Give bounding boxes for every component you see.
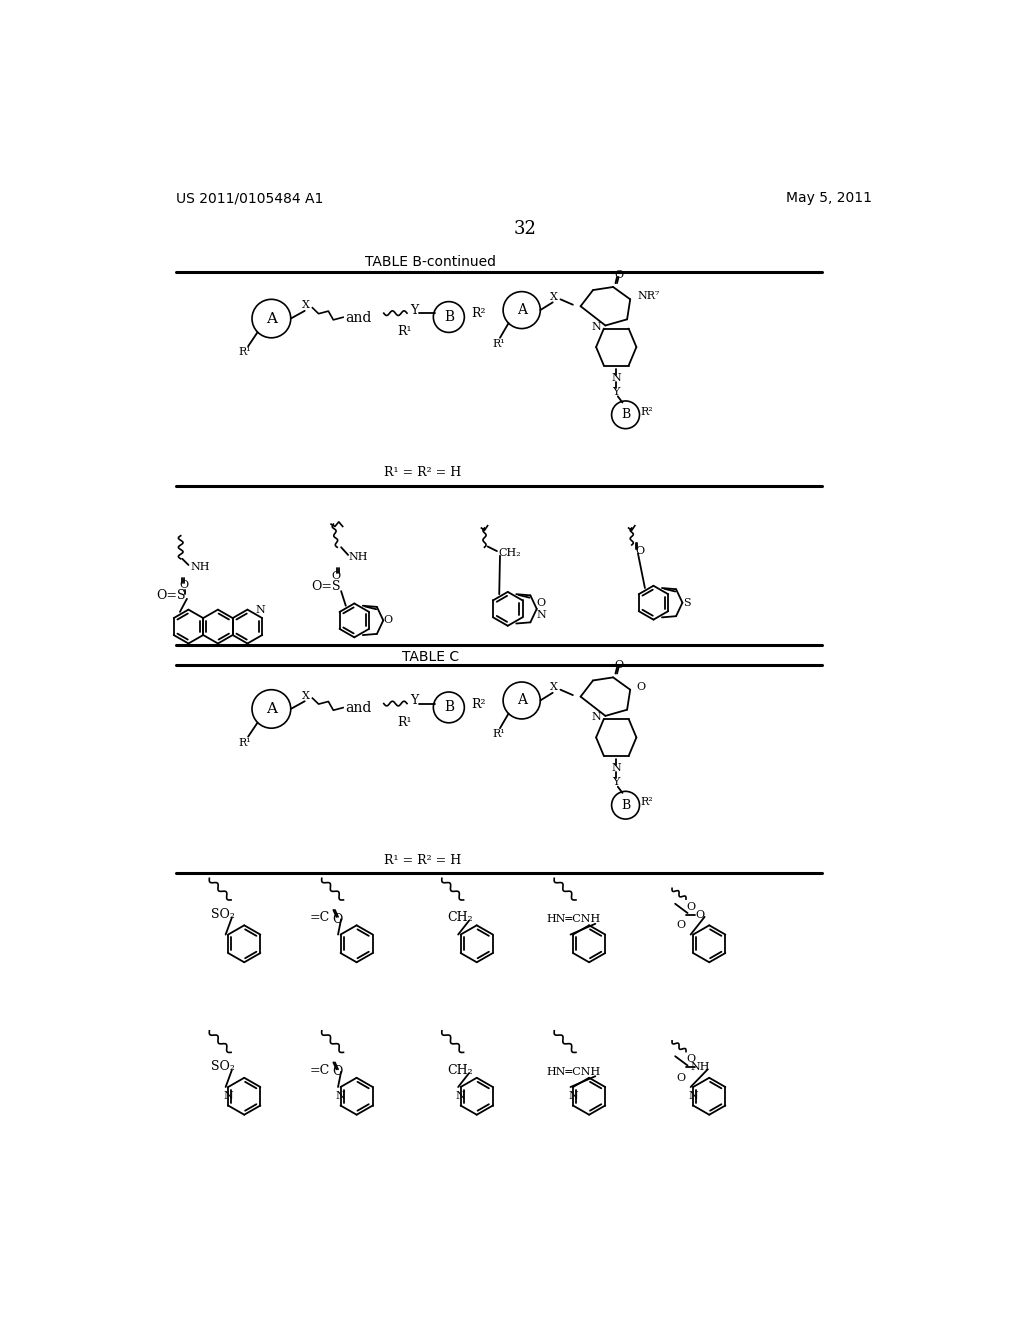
Text: US 2011/0105484 A1: US 2011/0105484 A1 — [176, 191, 324, 206]
Text: X: X — [550, 292, 558, 302]
Text: A: A — [266, 702, 276, 715]
Text: O: O — [677, 920, 686, 931]
Text: NH: NH — [349, 552, 369, 562]
Text: O: O — [635, 546, 644, 556]
Text: 32: 32 — [513, 220, 537, 238]
Text: O: O — [695, 909, 705, 920]
Text: N: N — [537, 610, 546, 620]
Text: SO₂: SO₂ — [211, 1060, 234, 1073]
Text: R¹: R¹ — [239, 738, 251, 748]
Text: May 5, 2011: May 5, 2011 — [786, 191, 872, 206]
Text: O: O — [636, 681, 645, 692]
Text: N: N — [256, 606, 265, 615]
Text: R¹: R¹ — [397, 325, 412, 338]
Text: =C: =C — [309, 1064, 330, 1077]
Text: R¹: R¹ — [493, 730, 505, 739]
Text: and: and — [345, 310, 372, 325]
Text: R²: R² — [471, 308, 485, 321]
Text: O: O — [383, 615, 392, 626]
Text: Y: Y — [612, 387, 620, 397]
Text: N: N — [456, 1092, 466, 1101]
Text: CH₂: CH₂ — [446, 911, 472, 924]
Text: O: O — [332, 1065, 342, 1078]
Text: N: N — [611, 763, 622, 774]
Text: N: N — [591, 713, 601, 722]
Text: O=S: O=S — [157, 589, 186, 602]
Text: O: O — [686, 902, 695, 912]
Text: X: X — [302, 690, 310, 701]
Text: CH₂: CH₂ — [446, 1064, 472, 1077]
Text: O: O — [331, 570, 340, 581]
Text: R¹: R¹ — [493, 339, 505, 348]
Text: TABLE C: TABLE C — [401, 649, 459, 664]
Text: O: O — [332, 912, 342, 925]
Text: CH₂: CH₂ — [499, 548, 521, 557]
Text: Y: Y — [411, 304, 419, 317]
Text: NH: NH — [190, 561, 210, 572]
Text: A: A — [517, 693, 526, 708]
Text: O: O — [614, 269, 624, 280]
Text: A: A — [266, 312, 276, 326]
Text: HN═CNH: HN═CNH — [547, 915, 601, 924]
Text: B: B — [621, 408, 630, 421]
Text: N: N — [611, 372, 622, 383]
Text: R¹ = R² = H: R¹ = R² = H — [384, 466, 461, 479]
Text: R¹: R¹ — [397, 715, 412, 729]
Text: Y: Y — [612, 777, 620, 787]
Text: N: N — [223, 1092, 233, 1101]
Text: Y: Y — [411, 694, 419, 708]
Text: N: N — [568, 1092, 578, 1101]
Text: HN═CNH: HN═CNH — [547, 1067, 601, 1077]
Text: O: O — [537, 598, 546, 609]
Text: N: N — [336, 1092, 345, 1101]
Text: O: O — [677, 1073, 686, 1082]
Text: B: B — [621, 799, 630, 812]
Text: R²: R² — [471, 698, 485, 711]
Text: =C: =C — [309, 911, 330, 924]
Text: X: X — [302, 301, 310, 310]
Text: O: O — [179, 579, 188, 590]
Text: N: N — [688, 1092, 698, 1101]
Text: NR⁷: NR⁷ — [638, 292, 660, 301]
Text: and: and — [345, 701, 372, 715]
Text: O: O — [686, 1055, 695, 1064]
Text: TABLE B-continued: TABLE B-continued — [365, 255, 496, 269]
Text: O: O — [614, 660, 624, 671]
Text: R¹ = R² = H: R¹ = R² = H — [384, 854, 461, 867]
Text: N: N — [591, 322, 601, 333]
Text: B: B — [443, 701, 454, 714]
Text: NH: NH — [690, 1063, 710, 1072]
Text: A: A — [517, 304, 526, 317]
Text: R¹: R¹ — [239, 347, 251, 358]
Text: R²: R² — [641, 407, 653, 417]
Text: B: B — [443, 310, 454, 323]
Text: X: X — [550, 682, 558, 693]
Text: O=S: O=S — [311, 579, 341, 593]
Text: R²: R² — [641, 797, 653, 807]
Text: S: S — [683, 598, 691, 607]
Text: SO₂: SO₂ — [211, 908, 234, 921]
